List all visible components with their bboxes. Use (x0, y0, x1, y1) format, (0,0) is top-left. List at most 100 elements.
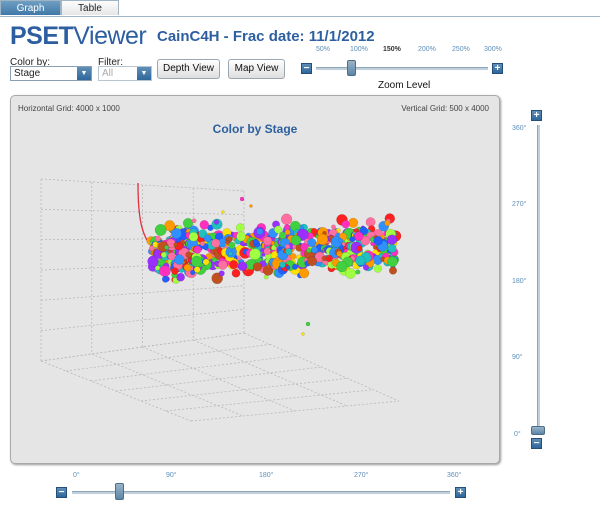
bubble (373, 235, 383, 246)
bubble (331, 224, 336, 230)
3d-scene[interactable] (11, 96, 499, 463)
bubble (252, 238, 259, 245)
bubble (348, 217, 359, 228)
zoom-in-button[interactable]: + (492, 63, 503, 74)
bubble (155, 265, 161, 271)
bubble (285, 248, 293, 256)
color-by-value: Stage (14, 68, 41, 79)
zoom-out-button[interactable]: − (301, 63, 312, 74)
bubble (292, 263, 299, 270)
filter-value: All (102, 68, 114, 79)
bubble (183, 263, 192, 272)
zoom-level-label: Zoom Level (378, 80, 431, 91)
depth-view-button[interactable]: Depth View (157, 59, 220, 79)
vertical-tick: 270° (512, 201, 527, 208)
map-view-button[interactable]: Map View (228, 59, 285, 79)
bubble (174, 254, 185, 265)
chevron-down-icon[interactable]: ▼ (137, 67, 151, 80)
zoom-tick: 100% (350, 46, 368, 53)
bubble (354, 231, 364, 242)
vertical-rotation-track[interactable] (537, 125, 540, 432)
chevron-down-icon[interactable]: ▼ (77, 67, 91, 80)
bubble (290, 234, 302, 246)
horizontal-rotate-left-button[interactable]: − (56, 487, 67, 498)
page-title: CainC4H - Frac date: 11/1/2012 (157, 28, 375, 45)
bubble (228, 251, 233, 256)
horizontal-tick: 0° (73, 472, 80, 479)
bubble (301, 332, 305, 336)
zoom-slider-thumb[interactable] (347, 60, 356, 76)
zoom-tick: 200% (418, 46, 436, 53)
horizontal-rotate-right-button[interactable]: + (455, 487, 466, 498)
bubble (389, 266, 398, 275)
graph-panel[interactable]: Horizontal Grid: 4000 x 1000 Vertical Gr… (10, 95, 500, 464)
bubble (182, 218, 194, 229)
app-logo: PSETViewer (10, 22, 147, 50)
bubble (307, 256, 317, 267)
bubble (279, 261, 286, 269)
bubble (355, 255, 366, 266)
bubble (198, 229, 208, 239)
bubble (355, 269, 361, 275)
bubble (384, 220, 391, 227)
bubble (256, 228, 264, 235)
bubble (154, 224, 167, 236)
bubble (365, 217, 376, 228)
bubble (154, 235, 161, 242)
zoom-tick: 50% (316, 46, 331, 53)
vertical-rotate-down-button[interactable]: − (531, 438, 542, 449)
bubble (305, 321, 311, 327)
bubble (239, 196, 245, 202)
bubble (341, 220, 350, 229)
bubble (387, 256, 398, 268)
horizontal-rotation-track[interactable] (72, 491, 450, 494)
horizontal-tick: 180° (259, 472, 274, 479)
bubble (373, 264, 382, 273)
bubble (249, 248, 261, 260)
bubble (356, 245, 363, 252)
bubble (193, 245, 202, 254)
bubble (228, 241, 236, 250)
logo-part-viewer: Viewer (73, 22, 147, 50)
zoom-tick-current: 150% (383, 46, 401, 53)
vertical-tick: 90° (512, 354, 523, 361)
bubble (274, 225, 283, 234)
bubble (349, 236, 356, 243)
bubble (387, 243, 397, 253)
bubble (185, 251, 192, 258)
color-by-select[interactable]: Stage ▼ (10, 66, 92, 81)
bubble (213, 219, 220, 225)
bubble (336, 250, 343, 257)
filter-select[interactable]: All ▼ (98, 66, 152, 81)
bubble (307, 238, 317, 248)
bubble (306, 247, 312, 254)
bubble (218, 270, 225, 277)
bubble (193, 266, 201, 273)
horizontal-tick: 90° (166, 472, 177, 479)
bubble (199, 220, 210, 230)
zoom-tick: 300% (484, 46, 502, 53)
vertical-rotate-up-button[interactable]: + (531, 110, 542, 121)
bubble (171, 228, 182, 239)
filter-label: Filter: (98, 57, 123, 68)
zoom-slider-track[interactable] (316, 67, 488, 70)
vertical-rotation-thumb[interactable] (531, 426, 545, 435)
bubble (147, 255, 159, 267)
bubble (263, 247, 271, 256)
tab-graph[interactable]: Graph (0, 0, 61, 15)
horizontal-tick: 270° (354, 472, 369, 479)
bubble (217, 260, 228, 270)
bubble (345, 267, 356, 279)
bubble (176, 272, 185, 282)
bubble (284, 229, 291, 236)
bubble (211, 238, 221, 248)
bubble (159, 265, 171, 277)
tab-table[interactable]: Table (61, 0, 119, 15)
bubble (336, 260, 348, 273)
bubble (148, 245, 155, 252)
vertical-tick: 360° (512, 125, 527, 132)
bubble (190, 255, 203, 268)
horizontal-rotation-thumb[interactable] (115, 483, 124, 500)
bubble (188, 231, 199, 242)
bubble (289, 252, 297, 260)
